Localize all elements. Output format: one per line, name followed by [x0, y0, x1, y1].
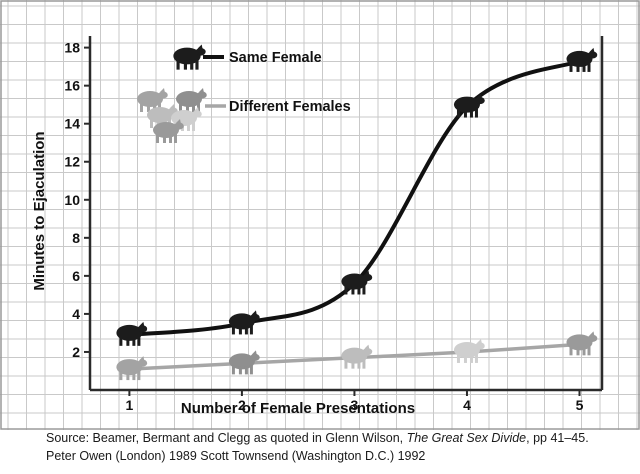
legend: Same Female Different Females: [137, 44, 351, 143]
y-tick-label: 4: [72, 306, 80, 322]
sheep-icon: [341, 270, 373, 295]
y-tick-label: 10: [64, 192, 80, 208]
legend-item-different-females: Different Females: [137, 88, 351, 143]
caption-prefix: Source: Beamer, Bermant and Clegg as quo…: [46, 431, 407, 445]
y-tick-label: 12: [64, 154, 80, 170]
series-same-female: [116, 47, 598, 346]
y-tick-label: 18: [64, 40, 80, 56]
y-axis-label: Minutes to Ejaculation: [31, 131, 48, 290]
legend-label: Same Female: [229, 50, 322, 66]
y-tick-label: 14: [64, 116, 80, 132]
caption-book-title: The Great Sex Divide: [406, 431, 527, 445]
x-tick-label: 3: [351, 397, 359, 413]
legend-label: Different Females: [229, 99, 351, 115]
data-series: [116, 47, 598, 381]
y-tick-label: 8: [72, 230, 80, 246]
outer-border: [0, 0, 640, 430]
publisher-caption: Peter Owen (London) 1989 Scott Townsend …: [46, 449, 426, 463]
sheep-icon: [176, 88, 207, 112]
caption-suffix: , pp 41–45.: [526, 431, 589, 445]
source-caption: Source: Beamer, Bermant and Clegg as quo…: [46, 431, 589, 445]
sheep-icon: [453, 93, 485, 118]
y-tick-label: 16: [64, 78, 80, 94]
sheep-icon: [173, 44, 206, 70]
x-tick-label: 4: [463, 397, 471, 413]
legend-item-same-female: Same Female: [173, 44, 322, 70]
x-tick-label: 1: [125, 397, 133, 413]
x-tick-label: 5: [576, 397, 584, 413]
x-tick-label: 2: [238, 397, 246, 413]
series-different-females: [116, 331, 598, 381]
y-tick-label: 2: [72, 344, 80, 360]
y-tick-label: 6: [72, 268, 80, 284]
x-axis-label: Number of Female Presentations: [181, 400, 415, 417]
plot-frame: [88, 36, 604, 392]
